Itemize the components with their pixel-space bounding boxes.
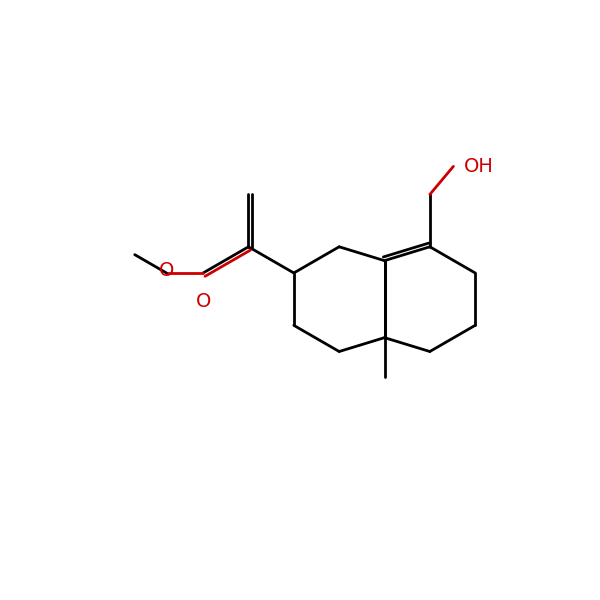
- Text: O: O: [196, 292, 211, 311]
- Text: OH: OH: [463, 157, 493, 176]
- Text: O: O: [159, 261, 174, 280]
